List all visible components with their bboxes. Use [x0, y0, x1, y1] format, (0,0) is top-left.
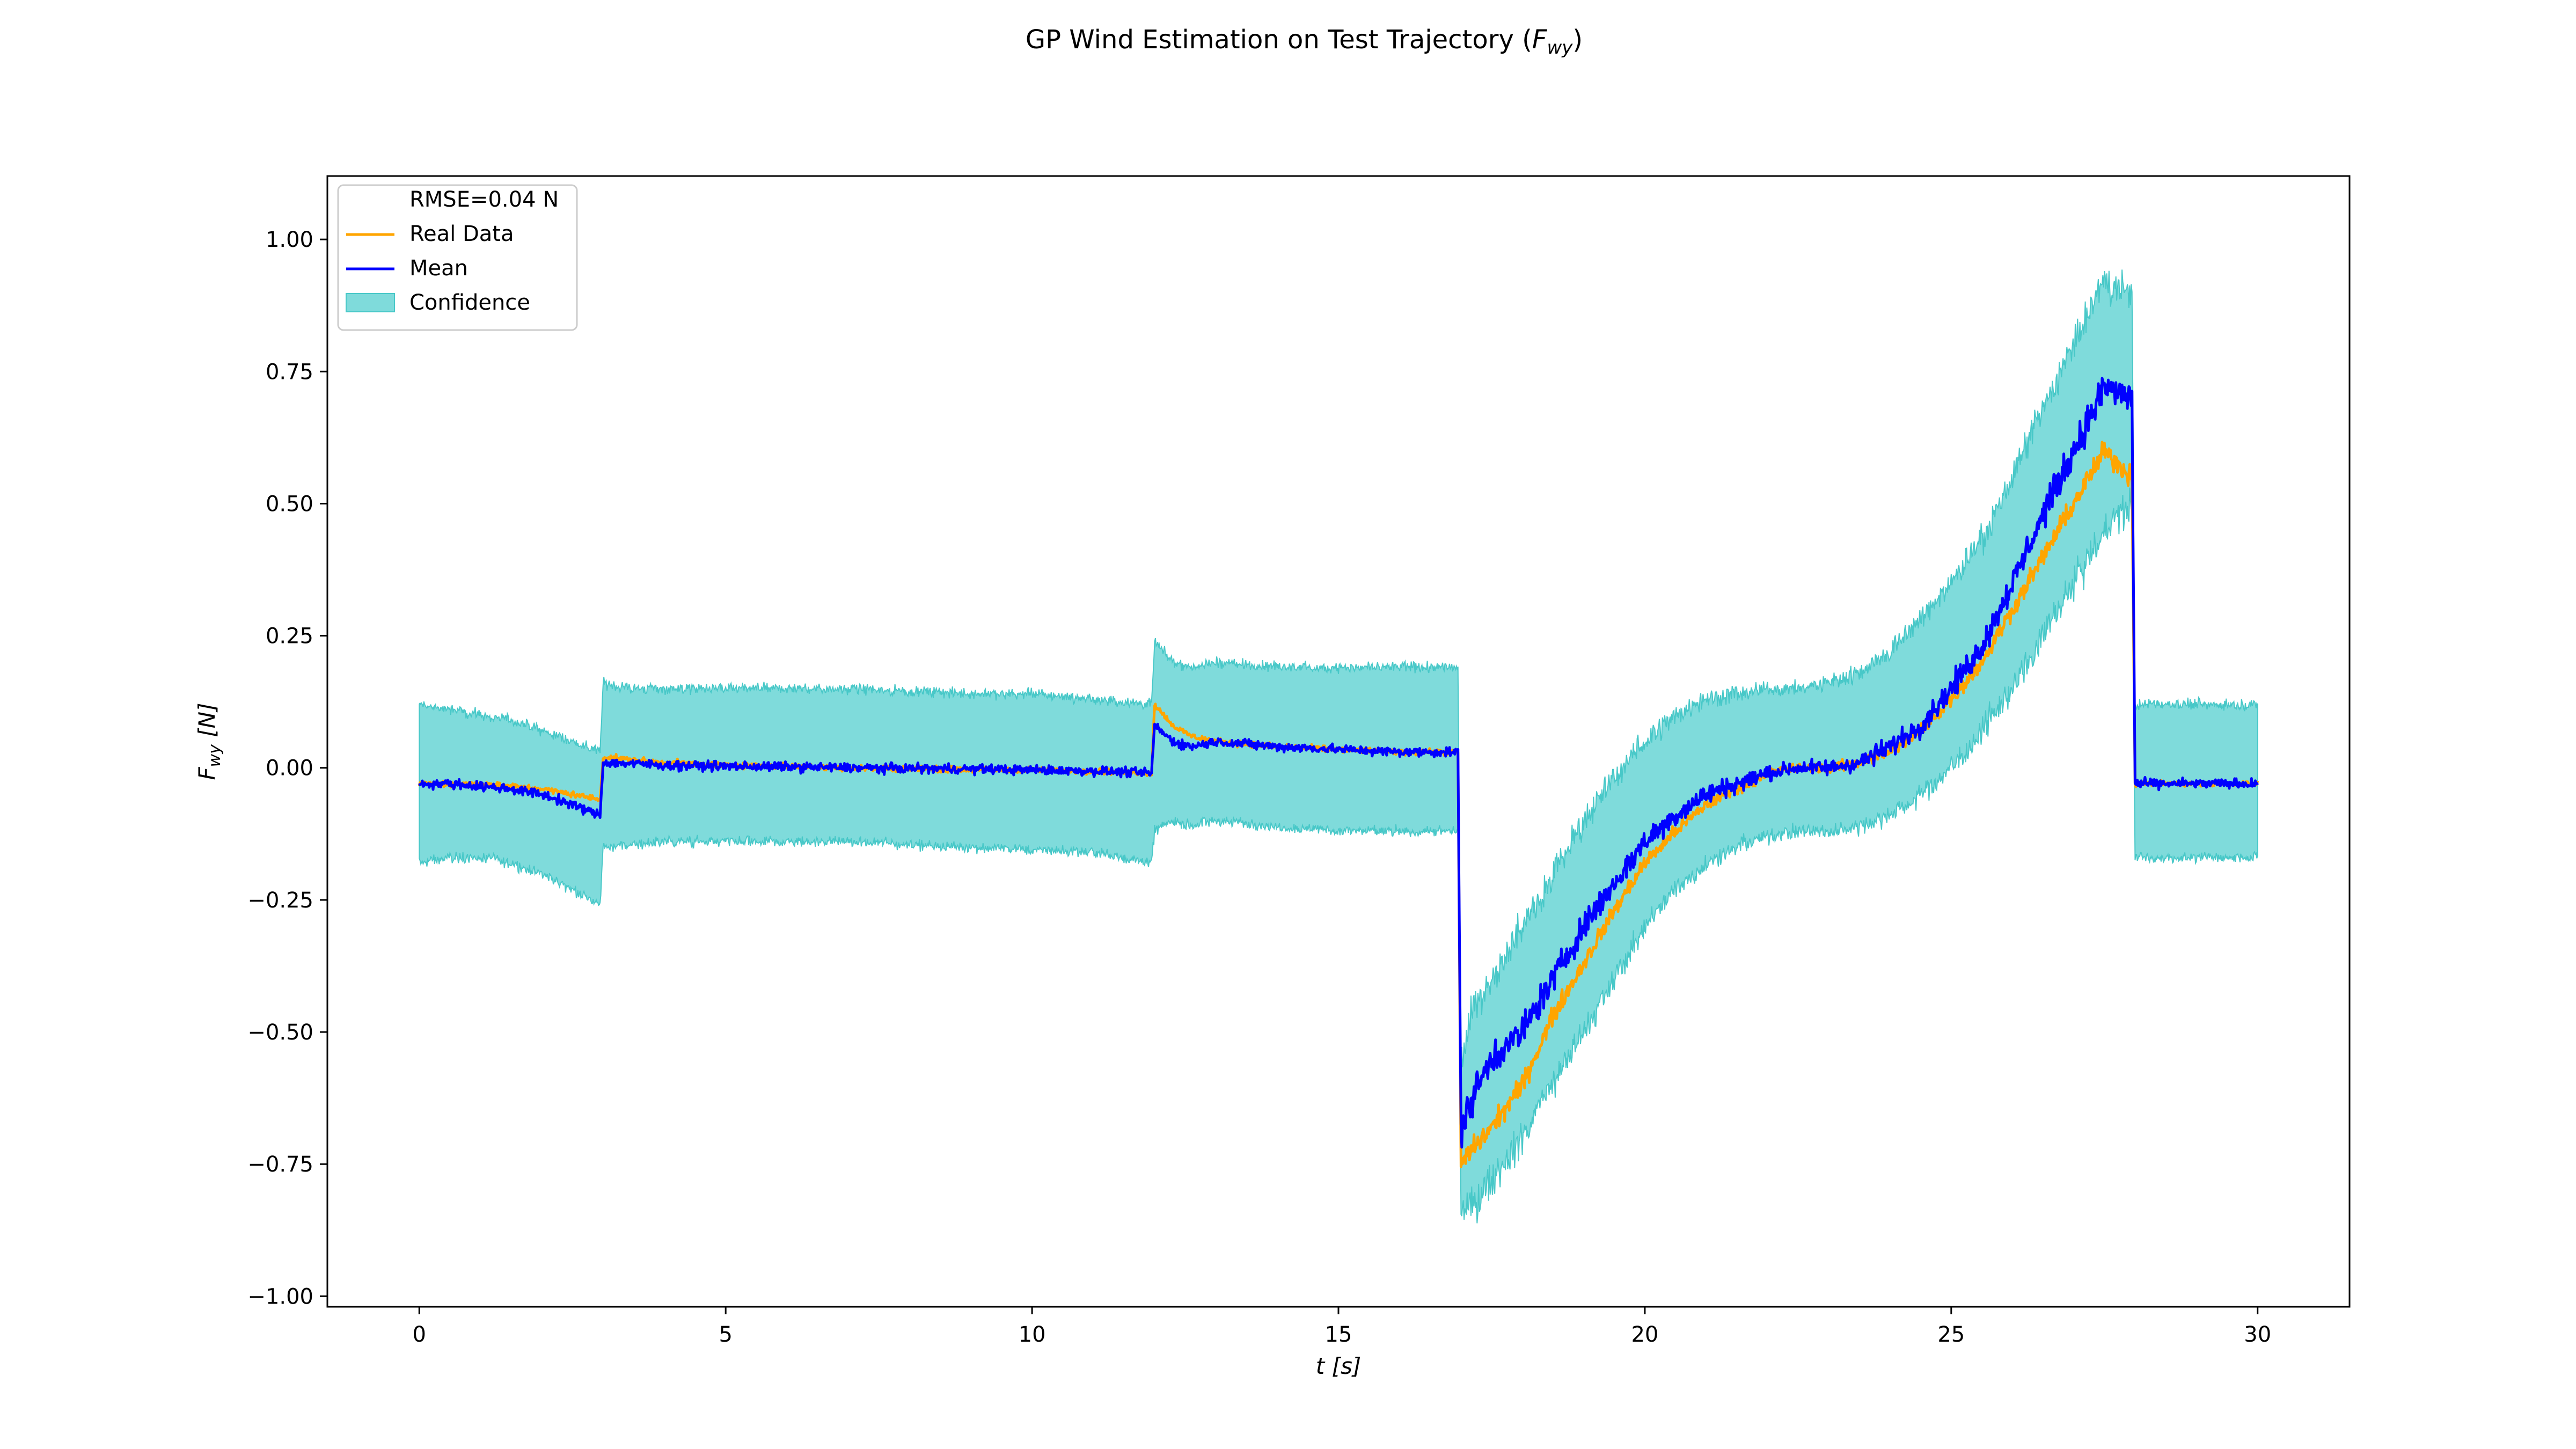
- x-axis-label: t [s]: [1316, 1353, 1361, 1379]
- x-axis-label-var: t: [1316, 1353, 1326, 1379]
- legend-entry-real-data: Real Data: [346, 222, 514, 246]
- legend-label: RMSE=0.04 N: [409, 187, 559, 212]
- x-tick-label: 0: [413, 1322, 426, 1347]
- series-layer: [418, 377, 2259, 1168]
- y-axis-ticks: −1.00 −0.75 −0.50 −0.25 0.00 0.25 0.50 0.75 1.00: [247, 228, 327, 1309]
- x-tick-label: 25: [1937, 1322, 1965, 1347]
- y-tick-label: 0.50: [266, 492, 313, 516]
- x-tick-label: 30: [2244, 1322, 2271, 1347]
- y-tick-label: −0.75: [247, 1152, 313, 1177]
- x-axis-ticks: 0 5 10 15 20 25 30: [413, 1307, 2271, 1347]
- y-axis-label: Fwy [N]: [194, 702, 224, 780]
- y-tick-label: −0.50: [247, 1020, 313, 1045]
- legend-label: Real Data: [409, 222, 514, 246]
- y-tick-label: −0.25: [247, 888, 313, 913]
- y-tick-label: −1.00: [247, 1284, 313, 1309]
- plot-area: [418, 269, 2259, 1224]
- y-tick-label: 0.25: [266, 624, 313, 649]
- y-tick-label: 1.00: [266, 228, 313, 252]
- legend-entry-mean: Mean: [346, 256, 468, 281]
- y-tick-label: 0.75: [266, 360, 313, 384]
- series-line-mean: [418, 377, 2259, 1149]
- y-axis-label-sub: wy: [206, 744, 224, 767]
- x-tick-label: 5: [719, 1322, 732, 1347]
- legend-label: Confidence: [409, 290, 530, 315]
- legend: RMSE=0.04 N Real Data Mean Confidence: [337, 184, 578, 331]
- legend-entry-confidence: Confidence: [346, 290, 530, 315]
- x-tick-label: 20: [1631, 1322, 1658, 1347]
- legend-box: [337, 184, 578, 331]
- x-axis-label-unit: [s]: [1324, 1353, 1361, 1379]
- x-tick-label: 10: [1019, 1322, 1046, 1347]
- chart-title-symbol: F: [1532, 25, 1548, 55]
- x-tick-label: 15: [1325, 1322, 1352, 1347]
- y-axis-label-unit: [N]: [194, 702, 220, 744]
- legend-swatch-patch: [346, 293, 395, 312]
- y-axis-label-var: F: [194, 767, 220, 780]
- y-tick-label: 0.00: [266, 756, 313, 781]
- legend-items: RMSE=0.04 N Real Data Mean Confidence: [346, 187, 559, 315]
- legend-label: Mean: [409, 256, 468, 281]
- chart-title-prefix: GP Wind Estimation on Test Trajectory (: [1026, 25, 1532, 55]
- chart-title-subscript: wy: [1547, 37, 1573, 58]
- chart-title-suffix: ): [1572, 25, 1583, 55]
- chart-title: GP Wind Estimation on Test Trajectory (F…: [1026, 25, 1583, 58]
- legend-entry-rmse-0-04-n: RMSE=0.04 N: [409, 187, 559, 212]
